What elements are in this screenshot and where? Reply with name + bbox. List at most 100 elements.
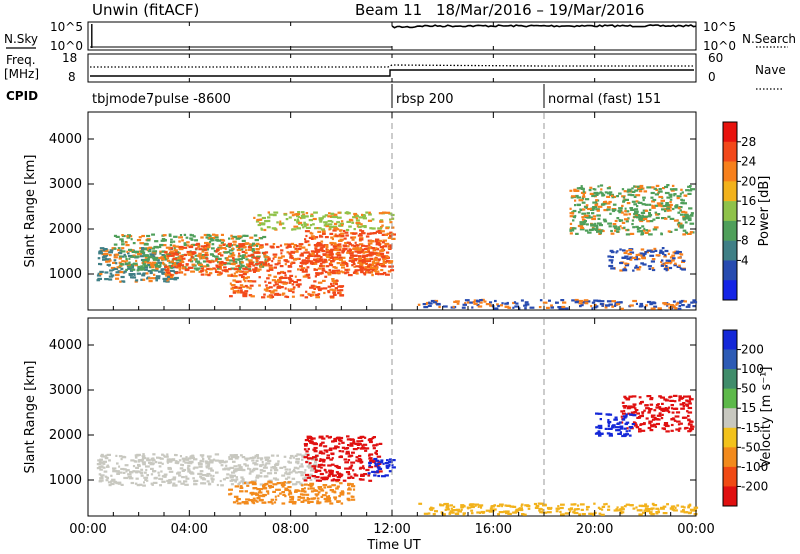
velocity-echo-cell xyxy=(167,467,172,470)
velocity-echo-cell xyxy=(193,479,199,482)
power-echo-cell xyxy=(271,260,274,263)
power-echo-cell xyxy=(152,257,155,260)
power-echo-cell xyxy=(126,263,131,267)
velocity-echo-cell xyxy=(385,464,391,467)
velocity-echo-cell xyxy=(289,498,294,501)
power-echo-cell xyxy=(113,243,118,246)
velocity-echo-cell xyxy=(287,481,291,484)
power-echo-cell xyxy=(619,248,622,251)
power-echo-cell xyxy=(281,222,285,225)
velocity-echo-cell xyxy=(647,426,652,430)
power-echo-cell xyxy=(166,257,170,260)
velocity-echo-cell xyxy=(331,457,334,460)
power-echo-cell xyxy=(286,260,290,263)
power-echo-cell xyxy=(626,202,631,205)
power-echo-cell xyxy=(349,252,354,255)
power-echo-cell xyxy=(634,266,639,269)
power-echo-cell xyxy=(669,201,672,204)
velocity-echo-cell xyxy=(228,456,231,459)
power-echo-cell xyxy=(232,259,235,262)
velocity-echo-cell xyxy=(309,485,313,488)
velocity-echo-cell xyxy=(380,461,384,464)
power-echo-cell xyxy=(562,307,565,310)
velocity-echo-cell xyxy=(543,503,547,506)
velocity-echo-cell xyxy=(352,488,356,491)
power-echo-cell xyxy=(110,266,116,270)
power-echo-cell xyxy=(130,255,135,258)
power-echo-cell xyxy=(96,274,102,277)
power-echo-cell xyxy=(655,213,659,216)
velocity-echo-cell xyxy=(317,491,321,494)
power-echo-cell xyxy=(348,243,352,246)
power-echo-cell xyxy=(364,245,369,248)
velocity-echo-cell xyxy=(496,504,501,508)
velocity-echo-cell xyxy=(223,461,227,464)
velocity-echo-cell xyxy=(641,412,644,415)
velocity-echo-cell xyxy=(308,463,311,466)
power-echo-cell xyxy=(436,302,441,306)
power-echo-cell xyxy=(674,250,677,253)
power-echo-cell xyxy=(224,257,227,260)
velocity-echo-cell xyxy=(346,438,352,441)
velocity-echo-cell xyxy=(284,468,289,471)
power-echo-cell xyxy=(315,273,320,276)
power-echo-cell xyxy=(264,251,269,254)
power-echo-cell xyxy=(105,249,109,252)
velocity-echo-cell xyxy=(234,480,237,483)
velocity-echo-cell xyxy=(620,410,624,413)
velocity-echo-cell xyxy=(301,455,305,458)
power-echo-cell xyxy=(635,256,638,259)
velocity-echo-cell xyxy=(341,450,345,453)
power-echo-cell xyxy=(388,247,392,250)
power-echo-cell xyxy=(259,265,263,268)
power-echo-cell xyxy=(115,235,120,238)
velocity-echo-cell xyxy=(661,413,664,416)
power-echo-cell xyxy=(560,299,565,302)
velocity-echo-cell xyxy=(460,508,463,511)
power-echo-cell xyxy=(583,222,586,226)
power-echo-cell xyxy=(650,307,656,310)
velocity-echo-cell xyxy=(270,501,273,504)
velocity-echo-cell xyxy=(423,512,429,515)
power-echo-cell xyxy=(148,280,153,283)
velocity-echo-cell xyxy=(308,462,312,465)
power-echo-cell xyxy=(328,225,332,229)
velocity-echo-cell xyxy=(160,478,164,481)
power-echo-cell xyxy=(666,184,670,187)
velocity-echo-cell xyxy=(98,461,104,464)
velocity-echo-cell xyxy=(284,472,287,475)
power-echo-cell xyxy=(113,247,117,250)
power-echo-cell xyxy=(332,242,337,245)
velocity-echo-cell xyxy=(149,462,153,465)
power-echo-cell xyxy=(644,215,648,218)
power-echo-cell xyxy=(153,245,158,249)
power-echo-cell xyxy=(597,217,601,220)
power-echo-cell xyxy=(315,250,320,253)
power-echo-cell xyxy=(608,303,613,306)
power-echo-cell xyxy=(270,246,275,249)
power-echo-cell xyxy=(230,237,235,240)
velocity-echo-cell xyxy=(107,481,112,484)
power-echo-cell xyxy=(144,254,150,257)
power-echo-cell xyxy=(150,247,156,250)
power-echo-cell xyxy=(277,279,280,282)
velocity-echo-cell xyxy=(359,478,365,481)
power-echo-cell xyxy=(238,258,243,261)
velocity-echo-cell xyxy=(585,508,589,511)
power-echo-cell xyxy=(518,307,521,310)
power-echo-cell xyxy=(596,209,600,212)
velocity-echo-cell xyxy=(365,468,370,472)
velocity-echo-cell xyxy=(533,502,537,506)
power-echo-cell xyxy=(338,248,342,251)
velocity-echo-cell xyxy=(274,495,277,498)
power-echo-cell xyxy=(595,193,599,196)
power-echo-cell xyxy=(653,247,657,250)
power-echo-cell xyxy=(382,260,385,263)
velocity-echo-cell xyxy=(670,404,674,407)
velocity-echo-cell xyxy=(358,458,363,462)
velocity-echo-cell xyxy=(687,423,693,426)
velocity-echo-cell xyxy=(346,492,351,495)
power-echo-cell xyxy=(181,264,185,267)
velocity-echo-cell xyxy=(239,490,244,493)
power-echo-cell xyxy=(115,271,120,274)
